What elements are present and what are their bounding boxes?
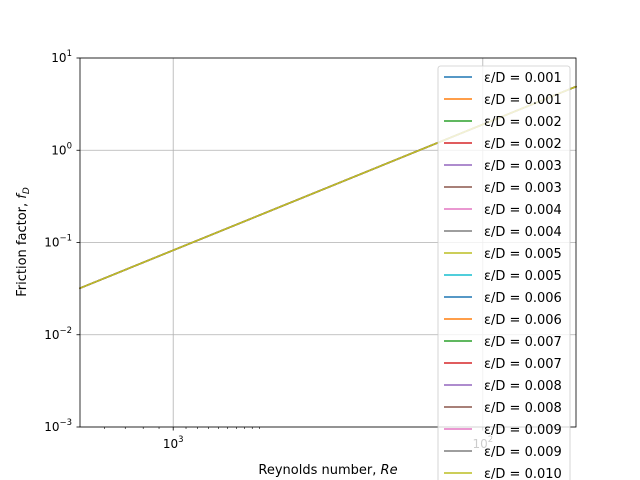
legend-label: ε/D = 0.003 [484, 159, 562, 174]
legend-label: ε/D = 0.007 [484, 335, 562, 350]
legend-label: ε/D = 0.003 [484, 181, 562, 196]
x-axis-label: Reynolds number, Re [258, 463, 397, 478]
y-axis-label: Friction factor, fD [15, 187, 32, 297]
legend-label: ε/D = 0.001 [484, 71, 562, 86]
legend-label: ε/D = 0.006 [484, 291, 562, 306]
y-tick-label: 10−1 [44, 234, 72, 250]
legend-label: ε/D = 0.010 [484, 467, 562, 480]
y-tick-label: 100 [51, 141, 72, 157]
legend-label: ε/D = 0.002 [484, 137, 562, 152]
legend: ε/D = 0.001 ε/D = 0.001 ε/D = 0.002 ε/D = 0… [437, 65, 571, 480]
legend-label: ε/D = 0.004 [484, 225, 562, 240]
legend-label: ε/D = 0.006 [484, 313, 562, 328]
y-tick-label: 10−2 [44, 326, 72, 342]
legend-label: ε/D = 0.005 [484, 269, 562, 284]
y-tick-label: 101 [51, 49, 72, 65]
legend-box [437, 65, 571, 480]
x-tick-label: 103 [163, 435, 184, 451]
legend-label: ε/D = 0.007 [484, 357, 562, 372]
legend-label: ε/D = 0.008 [484, 401, 562, 416]
legend-label: ε/D = 0.008 [484, 379, 562, 394]
y-tick-label: 10−3 [44, 418, 72, 434]
legend-label: ε/D = 0.009 [484, 423, 562, 438]
legend-label: ε/D = 0.004 [484, 203, 562, 218]
legend-label: ε/D = 0.005 [484, 247, 562, 262]
legend-label: ε/D = 0.001 [484, 93, 562, 108]
legend-label: ε/D = 0.009 [484, 445, 562, 460]
legend-label: ε/D = 0.002 [484, 115, 562, 130]
